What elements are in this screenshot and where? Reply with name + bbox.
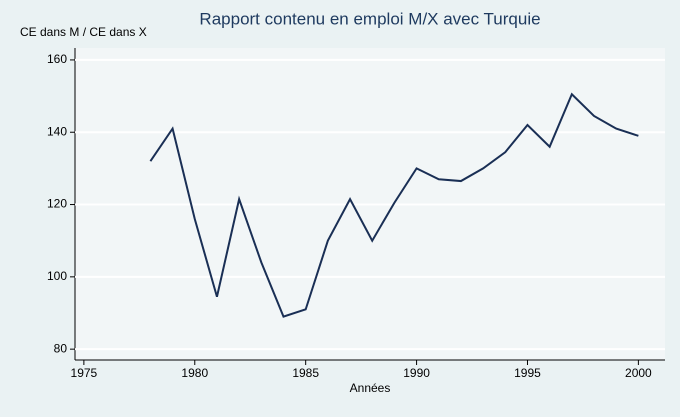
x-tick-label: 1980 — [181, 366, 208, 380]
x-tick-label: 2000 — [625, 366, 652, 380]
y-tick-label: 140 — [47, 124, 67, 138]
x-tick-label: 1995 — [514, 366, 541, 380]
x-tick-label: 1990 — [403, 366, 430, 380]
y-tick-label: 100 — [47, 269, 67, 283]
y-tick-label: 160 — [47, 52, 67, 66]
x-tick-label: 1985 — [292, 366, 319, 380]
chart-title: Rapport contenu en emploi M/X avec Turqu… — [199, 9, 540, 28]
x-axis-label: Années — [350, 381, 391, 395]
y-axis-label: CE dans M / CE dans X — [20, 25, 147, 39]
line — [149, 92, 639, 318]
x-tick-label: 1975 — [71, 366, 98, 380]
y-tick-label: 120 — [47, 197, 67, 211]
y-tick-label: 80 — [54, 341, 68, 355]
